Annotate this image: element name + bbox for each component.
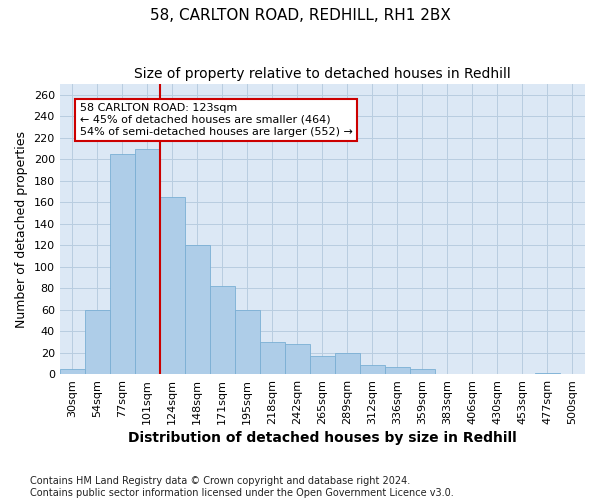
Bar bbox=[285, 344, 310, 374]
Bar bbox=[59, 368, 85, 374]
Bar bbox=[185, 245, 210, 374]
Bar bbox=[335, 352, 360, 374]
Y-axis label: Number of detached properties: Number of detached properties bbox=[15, 130, 28, 328]
Bar bbox=[135, 148, 160, 374]
Bar bbox=[360, 366, 385, 374]
Bar bbox=[260, 342, 285, 374]
Bar bbox=[210, 286, 235, 374]
Bar bbox=[310, 356, 335, 374]
Text: 58, CARLTON ROAD, REDHILL, RH1 2BX: 58, CARLTON ROAD, REDHILL, RH1 2BX bbox=[149, 8, 451, 22]
Bar bbox=[385, 366, 410, 374]
Bar bbox=[160, 197, 185, 374]
Bar bbox=[535, 373, 560, 374]
Bar bbox=[85, 310, 110, 374]
Bar bbox=[110, 154, 135, 374]
Text: Contains HM Land Registry data © Crown copyright and database right 2024.
Contai: Contains HM Land Registry data © Crown c… bbox=[30, 476, 454, 498]
Bar bbox=[410, 368, 435, 374]
Bar bbox=[235, 310, 260, 374]
X-axis label: Distribution of detached houses by size in Redhill: Distribution of detached houses by size … bbox=[128, 431, 517, 445]
Text: 58 CARLTON ROAD: 123sqm
← 45% of detached houses are smaller (464)
54% of semi-d: 58 CARLTON ROAD: 123sqm ← 45% of detache… bbox=[80, 104, 353, 136]
Title: Size of property relative to detached houses in Redhill: Size of property relative to detached ho… bbox=[134, 68, 511, 82]
